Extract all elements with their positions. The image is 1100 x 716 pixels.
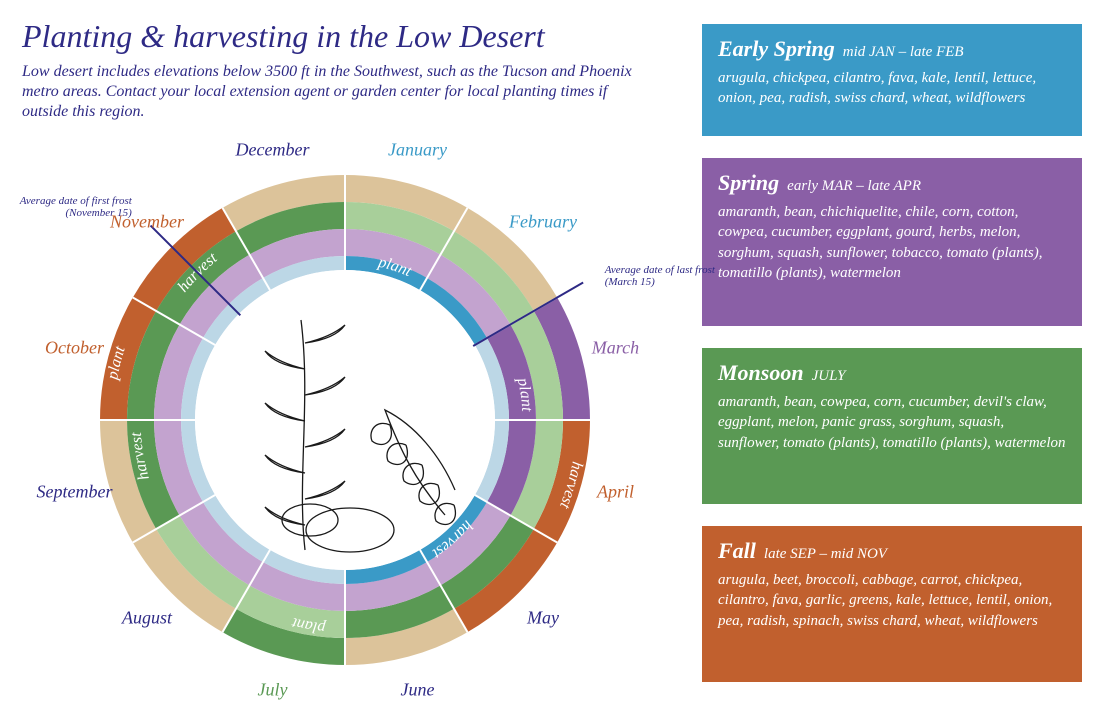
- season-box: Early Spring mid JAN – late FEB arugula, c…: [702, 24, 1082, 136]
- season-subtitle: JULY: [812, 368, 846, 384]
- season-subtitle: late SEP – mid NOV: [764, 546, 887, 562]
- month-label: October: [45, 337, 104, 358]
- month-label: April: [597, 482, 634, 503]
- month-label: May: [527, 607, 559, 628]
- season-body: amaranth, bean, cowpea, corn, cucumber, …: [718, 392, 1066, 453]
- month-label: February: [509, 212, 577, 233]
- month-label: August: [122, 607, 172, 628]
- season-title: Fall: [718, 538, 756, 563]
- month-label: July: [258, 680, 288, 701]
- page-title: Planting & harvesting in the Low Desert: [22, 18, 545, 55]
- season-title: Early Spring: [718, 36, 835, 61]
- season-title: Monsoon: [718, 360, 804, 385]
- planting-calendar-infographic: Planting & harvesting in the Low Desert …: [0, 0, 1100, 716]
- season-box: Spring early MAR – late APR amaranth, bean…: [702, 158, 1082, 326]
- month-label: March: [592, 337, 639, 358]
- month-label: September: [37, 482, 113, 503]
- frost-label: Average date of last frost (March 15): [605, 264, 735, 288]
- season-title: Spring: [718, 170, 779, 195]
- season-body: amaranth, bean, chichiquelite, chile, co…: [718, 202, 1066, 283]
- month-label: December: [236, 139, 310, 160]
- season-subtitle: mid JAN – late FEB: [843, 44, 964, 60]
- season-body: arugula, beet, broccoli, cabbage, carrot…: [718, 570, 1066, 631]
- frost-label: Average date of first frost (November 15…: [2, 195, 132, 219]
- season-subtitle: early MAR – late APR: [787, 178, 921, 194]
- month-label: June: [400, 680, 434, 701]
- season-box: Monsoon JULY amaranth, bean, cowpea, corn,…: [702, 348, 1082, 504]
- season-box: Fall late SEP – mid NOV arugula, beet, bro…: [702, 526, 1082, 682]
- month-label: January: [388, 139, 447, 160]
- season-body: arugula, chickpea, cilantro, fava, kale,…: [718, 68, 1066, 109]
- calendar-wheel: plantplantharvestharvestplantharvestplan…: [20, 95, 670, 716]
